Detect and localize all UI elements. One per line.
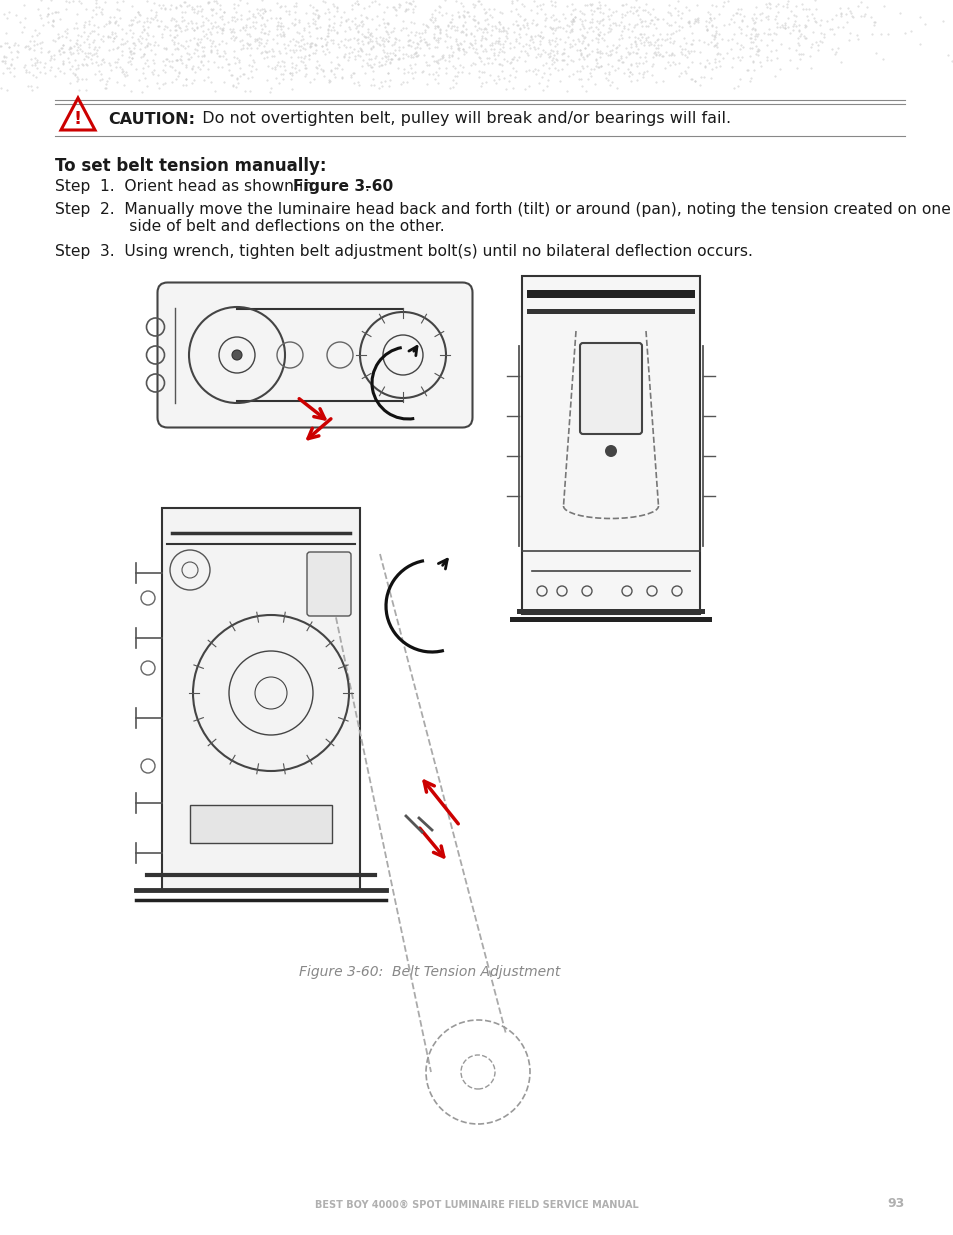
Text: 1.  Orient head as shown in: 1. Orient head as shown in (100, 179, 317, 194)
FancyBboxPatch shape (307, 552, 351, 616)
FancyBboxPatch shape (157, 283, 472, 427)
Bar (162, 508, 359, 890)
Bar (510, 618, 711, 622)
Text: 3.  Using wrench, tighten belt adjustment bolt(s) until no bilateral deflection : 3. Using wrench, tighten belt adjustment… (100, 245, 752, 259)
Text: CAUTION:: CAUTION: (108, 111, 194, 126)
Text: !: ! (74, 110, 82, 128)
Bar (190, 805, 332, 844)
Text: side of belt and deflections on the other.: side of belt and deflections on the othe… (100, 219, 444, 233)
Text: .: . (364, 179, 369, 194)
Text: 93: 93 (887, 1197, 904, 1210)
Bar (526, 309, 695, 314)
Text: 2.  Manually move the luminaire head back and forth (tilt) or around (pan), noti: 2. Manually move the luminaire head back… (100, 203, 950, 217)
Text: Step: Step (55, 245, 91, 259)
Text: Figure 3-60: Figure 3-60 (293, 179, 393, 194)
Text: BEST BOY 4000® SPOT LUMINAIRE FIELD SERVICE MANUAL: BEST BOY 4000® SPOT LUMINAIRE FIELD SERV… (314, 1200, 639, 1210)
Circle shape (604, 445, 617, 457)
Text: To set belt tension manually:: To set belt tension manually: (55, 157, 326, 175)
Circle shape (232, 350, 242, 359)
Text: Step: Step (55, 179, 91, 194)
Text: Do not overtighten belt, pulley will break and/or bearings will fail.: Do not overtighten belt, pulley will bre… (192, 111, 730, 126)
Bar (521, 275, 700, 614)
Bar (517, 609, 704, 614)
FancyBboxPatch shape (579, 343, 641, 433)
Text: Step: Step (55, 203, 91, 217)
Text: Figure 3-60:  Belt Tension Adjustment: Figure 3-60: Belt Tension Adjustment (299, 965, 560, 979)
Bar (526, 290, 695, 298)
